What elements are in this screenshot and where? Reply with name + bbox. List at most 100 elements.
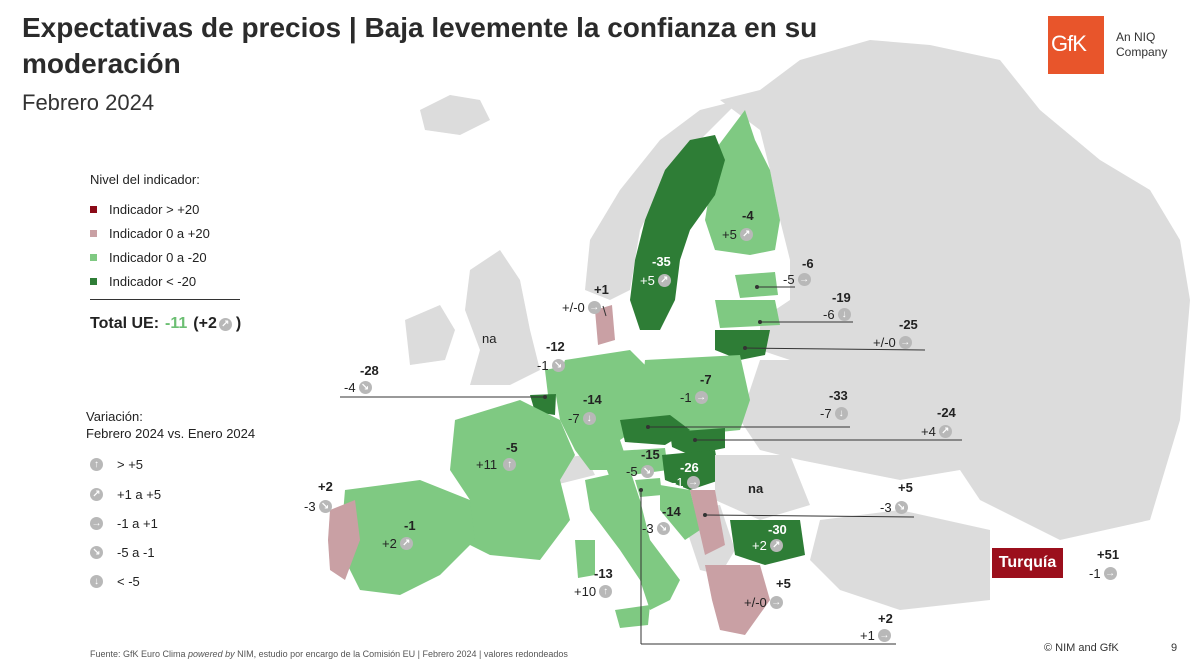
finland-shape [700, 110, 780, 255]
estonia-change: -5 → [783, 272, 811, 287]
page-subtitle: Febrero 2024 [22, 90, 155, 115]
leader-lithuania [744, 347, 926, 351]
variation-title-2: Febrero 2024 vs. Enero 2024 [86, 426, 256, 441]
variation-title: Variación: Febrero 2024 vs. Enero 2024 [86, 408, 255, 442]
iceland-region [420, 95, 490, 135]
latvia-value: -19 [832, 290, 851, 305]
hungary-shape [662, 450, 720, 490]
change-text: -7 [820, 406, 832, 421]
romania-value: na [748, 481, 764, 496]
hungary-value: -26 [680, 460, 699, 475]
arrow-up-right-icon: ↗ [657, 274, 671, 287]
change-text: -3 [880, 500, 892, 515]
netherlands-value: -12 [546, 339, 565, 354]
variation-label: < -5 [117, 574, 140, 589]
logo-tagline: An NIQ Company [1116, 30, 1167, 60]
slovenia-change: -3 ↘ [642, 521, 670, 536]
lithuania-change: +/-0 → [873, 335, 912, 350]
footnote-part-1: Fuente: GfK Euro Clima [90, 649, 189, 659]
arrow-down-icon: ↓ [582, 412, 596, 425]
france-value: -5 [506, 440, 518, 455]
arrow-down-right-icon: ↘ [640, 465, 654, 478]
change-text: +5 [722, 227, 737, 242]
arrow-up-icon: ↑ [503, 458, 517, 471]
variation-item: ↘ -5 a -1 [90, 545, 155, 560]
variation-item: ↗ +1 a +5 [90, 487, 161, 502]
eu-total-value: -11 [165, 315, 188, 332]
bulgaria-change: +2 ↗ [752, 538, 783, 553]
lithuania-value: -25 [899, 317, 918, 332]
arrow-up-right-icon: ↗ [218, 317, 232, 331]
finland-value: -4 [742, 208, 754, 223]
legend-item: Indicador < -20 [90, 274, 196, 289]
serbia-shape [690, 490, 725, 555]
sweden-value: -35 [652, 254, 671, 269]
page-title: Expectativas de precios | Baja levemente… [22, 12, 818, 79]
arrow-down-right-icon: ↘ [656, 522, 670, 535]
change-text: +/-0 [873, 335, 896, 350]
legend-item: Indicador > +20 [90, 202, 199, 217]
france-shape [450, 400, 575, 560]
turkey-badge: Turquía [992, 548, 1063, 578]
arrow-down-right-icon: ↘ [551, 359, 565, 372]
change-text: -1 [537, 358, 549, 373]
croatia-shape [660, 485, 700, 540]
legend-label: Indicador 0 a +20 [109, 226, 210, 241]
greece-shape [705, 565, 770, 635]
malta-value: +2 [878, 611, 893, 626]
swatch-light-green [90, 254, 97, 261]
arrow-right-icon: → [877, 629, 891, 642]
arrow-up-right-icon: ↗ [399, 537, 413, 550]
change-text: +4 [921, 424, 936, 439]
czechia-change: -7 ↓ [820, 406, 848, 421]
arrow-right-icon: → [694, 391, 708, 404]
norway-region [585, 100, 740, 300]
arrow-right-icon: → [898, 336, 912, 349]
change-text: -5 [626, 464, 638, 479]
legend-title: Nivel del indicador: [90, 172, 200, 187]
germany-change: -7 ↓ [568, 411, 596, 426]
arrow-down-right-icon: ↘ [318, 500, 332, 513]
arrow-right-icon: → [797, 273, 811, 286]
change-text: -1 [672, 475, 684, 490]
italy-change: +10 ↑ [574, 584, 613, 599]
change-text: -5 [783, 272, 795, 287]
malta-change: +1 → [860, 628, 891, 643]
bulgaria-value: -30 [768, 522, 787, 537]
arrow-up-right-icon: ↗ [90, 488, 103, 501]
dot-latvia [758, 320, 762, 324]
legend-item: Indicador 0 a -20 [90, 250, 207, 265]
arrow-right-icon: → [769, 596, 783, 609]
spain-change: +2 ↗ [382, 536, 413, 551]
change-text: +1 [860, 628, 875, 643]
belgium-value: -28 [360, 363, 379, 378]
logo-tagline-1: An NIQ [1116, 30, 1156, 44]
arrow-down-icon: ↓ [837, 308, 851, 321]
arrow-down-right-icon: ↘ [358, 381, 372, 394]
dot-malta [639, 488, 643, 492]
change-text: +/-0 [744, 595, 767, 610]
poland-value: -7 [700, 372, 712, 387]
arrow-right-icon: → [587, 301, 601, 314]
czechia-value: -33 [829, 388, 848, 403]
arrow-right-icon: → [686, 476, 700, 489]
slovenia-value: -14 [662, 504, 681, 519]
italy-shape [585, 470, 680, 610]
dot-slovakia [693, 438, 697, 442]
dot-czechia [646, 425, 650, 429]
slovakia-shape [670, 428, 725, 455]
arrow-right-icon: → [90, 517, 103, 530]
change-text: +2 [382, 536, 397, 551]
estonia-value: -6 [802, 256, 814, 271]
finland-change: +5 ↗ [722, 227, 753, 242]
legend-label: Indicador 0 a -20 [109, 250, 207, 265]
germany-shape [555, 350, 650, 470]
ireland-region [405, 305, 455, 365]
slovenia-shape [635, 478, 662, 497]
belgium-change: -4 ↘ [344, 380, 372, 395]
portugal-shape [328, 500, 360, 580]
romania-shape [715, 455, 810, 520]
legend-label: Indicador > +20 [109, 202, 200, 217]
dot-belgium [543, 395, 547, 399]
